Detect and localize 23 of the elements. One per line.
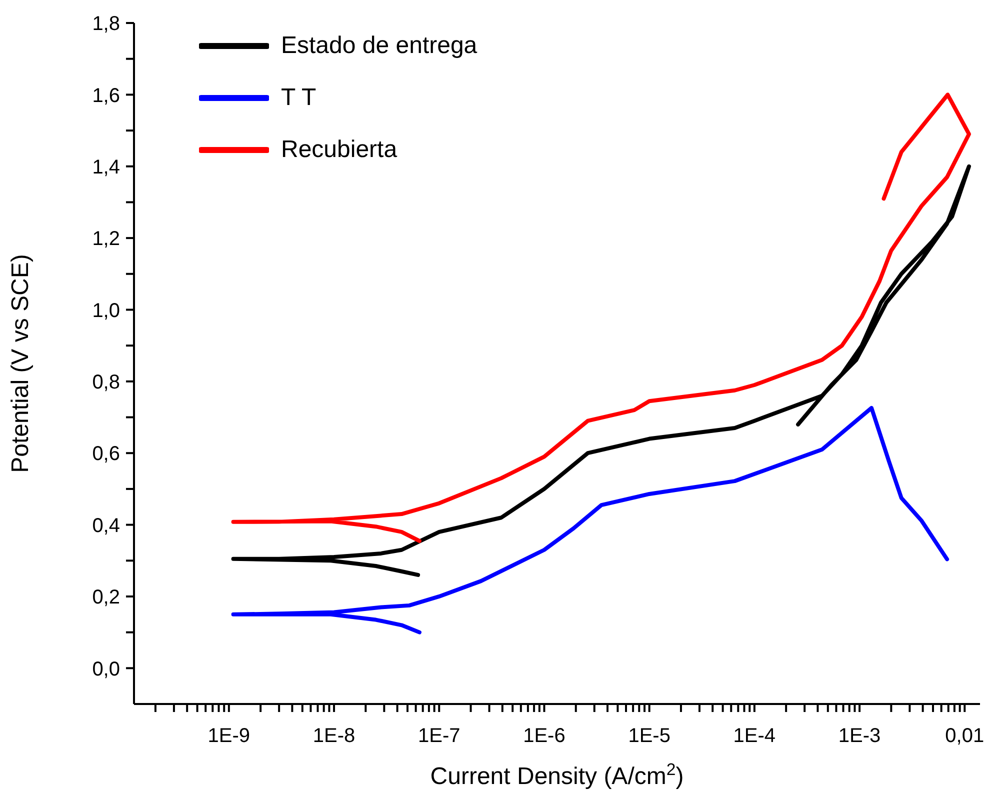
y-tick-label: 1,6: [92, 84, 120, 107]
y-tick-label: 0,8: [92, 372, 120, 394]
x-tick-label: 0,01: [945, 725, 984, 748]
y-tick-label: 1,2: [92, 228, 120, 250]
y-tick-label: 1,0: [92, 300, 120, 322]
legend-label: T T: [281, 84, 316, 112]
y-tick-label: 1,8: [92, 13, 120, 36]
y-tick-label: 0,2: [92, 586, 120, 609]
y-tick-label: 0,6: [92, 443, 120, 466]
x-tick-label: 1E-7: [418, 725, 460, 748]
y-tick-label: 1,4: [92, 156, 120, 178]
x-tick-label: 1E-9: [208, 725, 250, 748]
y-axis-title: Potential (V vs SCE): [7, 254, 34, 473]
x-axis-title: Current Density (A/cm$^{2}$): [430, 760, 684, 790]
x-tick-label: 1E-5: [628, 725, 670, 748]
x-tick-label: 1E-6: [523, 725, 566, 748]
y-tick-label: 0,0: [92, 658, 120, 680]
x-tick-label: 1E-4: [733, 725, 776, 748]
y-tick-label: 0,4: [92, 514, 120, 537]
legend-label: Estado de entrega: [281, 32, 478, 60]
x-tick-label: 1E-8: [312, 725, 356, 748]
legend-label: Recubierta: [281, 136, 398, 164]
x-tick-label: 1E-3: [838, 725, 881, 748]
